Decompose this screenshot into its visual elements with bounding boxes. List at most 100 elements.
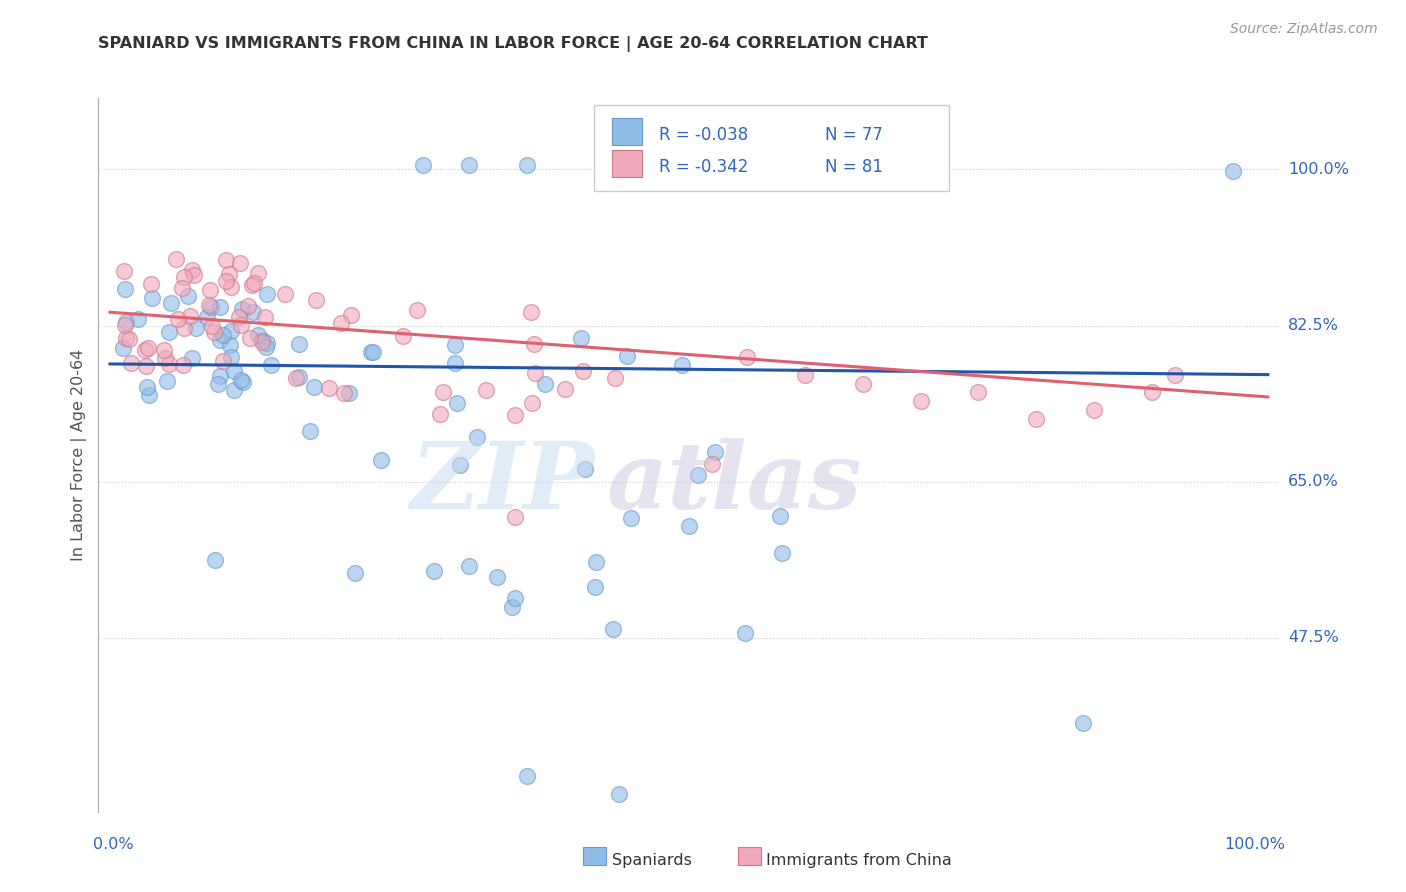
- Point: [134, 343, 156, 357]
- Point: [686, 468, 709, 483]
- Point: [520, 305, 543, 319]
- Point: [229, 373, 252, 387]
- Point: [207, 376, 229, 391]
- Point: [574, 461, 596, 475]
- Point: [242, 305, 264, 319]
- Point: [177, 289, 200, 303]
- Point: [243, 276, 266, 290]
- Point: [136, 380, 159, 394]
- Point: [152, 343, 174, 357]
- Point: [554, 382, 576, 396]
- Point: [211, 354, 233, 368]
- Point: [236, 299, 259, 313]
- Point: [501, 599, 523, 614]
- Point: [111, 341, 134, 355]
- Point: [700, 457, 723, 471]
- Point: [172, 358, 194, 372]
- Point: [602, 622, 624, 636]
- Point: [198, 298, 221, 312]
- Point: [247, 266, 270, 280]
- Point: [138, 388, 160, 402]
- Point: [288, 370, 311, 384]
- Point: [475, 383, 498, 397]
- Point: [229, 256, 252, 270]
- Point: [114, 315, 136, 329]
- Point: [533, 376, 555, 391]
- Point: [852, 376, 875, 391]
- Text: ZIP: ZIP: [411, 439, 595, 528]
- Point: [330, 316, 353, 330]
- Point: [1083, 403, 1105, 417]
- Y-axis label: In Labor Force | Age 20-64: In Labor Force | Age 20-64: [72, 349, 87, 561]
- Point: [118, 332, 141, 346]
- Point: [735, 350, 758, 364]
- Point: [218, 268, 240, 282]
- Text: R = -0.342: R = -0.342: [659, 159, 749, 177]
- Text: 82.5%: 82.5%: [1288, 318, 1339, 333]
- Text: atlas: atlas: [606, 439, 862, 528]
- Point: [678, 519, 700, 533]
- Point: [112, 264, 135, 278]
- Point: [524, 366, 547, 380]
- Point: [141, 291, 163, 305]
- Point: [1025, 412, 1047, 426]
- Point: [231, 318, 253, 333]
- Point: [224, 364, 246, 378]
- Point: [333, 386, 356, 401]
- Point: [503, 408, 526, 422]
- Point: [208, 301, 231, 315]
- Point: [232, 375, 254, 389]
- Point: [1140, 385, 1163, 400]
- Point: [254, 310, 277, 324]
- Point: [770, 546, 793, 560]
- Point: [704, 445, 727, 459]
- Point: [183, 268, 205, 282]
- Point: [429, 407, 451, 421]
- Point: [224, 384, 246, 398]
- Point: [136, 341, 159, 355]
- Point: [1164, 368, 1187, 382]
- Point: [443, 356, 465, 370]
- Text: SPANIARD VS IMMIGRANTS FROM CHINA IN LABOR FORCE | AGE 20-64 CORRELATION CHART: SPANIARD VS IMMIGRANTS FROM CHINA IN LAB…: [98, 36, 928, 52]
- Point: [423, 564, 446, 578]
- Point: [620, 511, 643, 525]
- Point: [179, 309, 201, 323]
- Point: [609, 787, 631, 801]
- Point: [212, 328, 235, 343]
- Point: [391, 328, 413, 343]
- Point: [115, 331, 138, 345]
- Point: [135, 359, 157, 373]
- Point: [1071, 715, 1094, 730]
- Point: [486, 570, 509, 584]
- Point: [157, 357, 180, 371]
- Point: [173, 320, 195, 334]
- Point: [523, 337, 546, 351]
- Point: [318, 381, 340, 395]
- Point: [246, 327, 269, 342]
- Point: [166, 312, 188, 326]
- Point: [583, 580, 606, 594]
- Point: [256, 286, 278, 301]
- Text: 47.5%: 47.5%: [1288, 631, 1339, 645]
- FancyBboxPatch shape: [595, 105, 949, 191]
- Point: [361, 344, 384, 359]
- Point: [155, 351, 177, 366]
- Point: [370, 453, 392, 467]
- Point: [360, 345, 382, 359]
- Point: [432, 385, 454, 400]
- Point: [215, 252, 238, 267]
- Point: [215, 274, 238, 288]
- Point: [585, 555, 607, 569]
- Bar: [612, 150, 641, 177]
- Text: Spaniards: Spaniards: [612, 854, 692, 868]
- Point: [465, 430, 488, 444]
- Point: [120, 356, 142, 370]
- Point: [239, 331, 262, 345]
- Text: Immigrants from China: Immigrants from China: [766, 854, 952, 868]
- Point: [254, 340, 277, 354]
- Point: [458, 158, 481, 172]
- Point: [204, 553, 226, 567]
- Point: [198, 283, 221, 297]
- Point: [671, 358, 693, 372]
- Text: N = 77: N = 77: [825, 127, 883, 145]
